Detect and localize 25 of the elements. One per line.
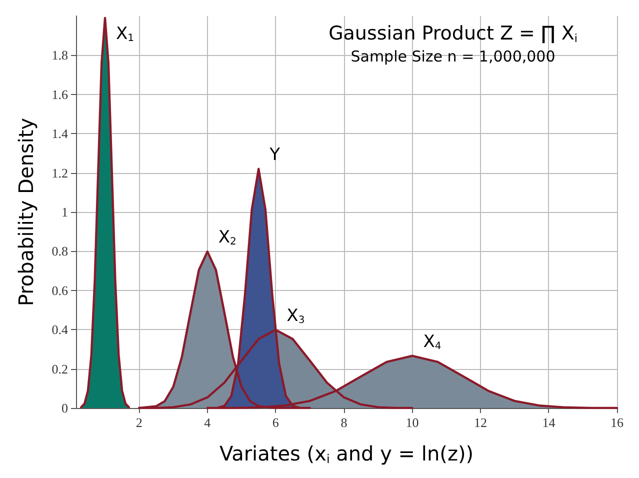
x-tick-label: 14 (542, 415, 556, 430)
x-tick-label: 4 (204, 415, 212, 430)
y-tick-label: 0.2 (52, 361, 68, 376)
x-tick-label: 12 (474, 415, 487, 430)
y-tick-label: 0 (62, 400, 68, 416)
y-tick-label: 0.8 (52, 244, 68, 259)
y-tick-label: 1.2 (52, 165, 68, 180)
series-label: Y (268, 144, 281, 165)
series-label: X3 (286, 306, 305, 326)
x-tick-label: 6 (272, 415, 280, 430)
x-tick-label: 8 (340, 415, 348, 430)
y-tick-label: 1.8 (52, 48, 68, 63)
series-label: X1 (116, 24, 134, 44)
y-tick-label: 0.4 (52, 322, 68, 338)
y-tick-label: 1 (62, 204, 68, 220)
x-tick-label: 10 (406, 415, 419, 430)
series-label: X2 (218, 228, 236, 248)
text: Sample Size n = 1,000,000 (350, 48, 556, 66)
y-axis-title: Probability Density (14, 118, 38, 306)
x-tick-label: 16 (610, 415, 624, 430)
series-label: X4 (423, 332, 442, 352)
y-tick-label: 1.4 (52, 126, 68, 142)
y-tick-label: 1.6 (52, 86, 68, 102)
x-tick-label: 2 (136, 415, 142, 430)
y-tick-label: 0.6 (52, 282, 68, 298)
